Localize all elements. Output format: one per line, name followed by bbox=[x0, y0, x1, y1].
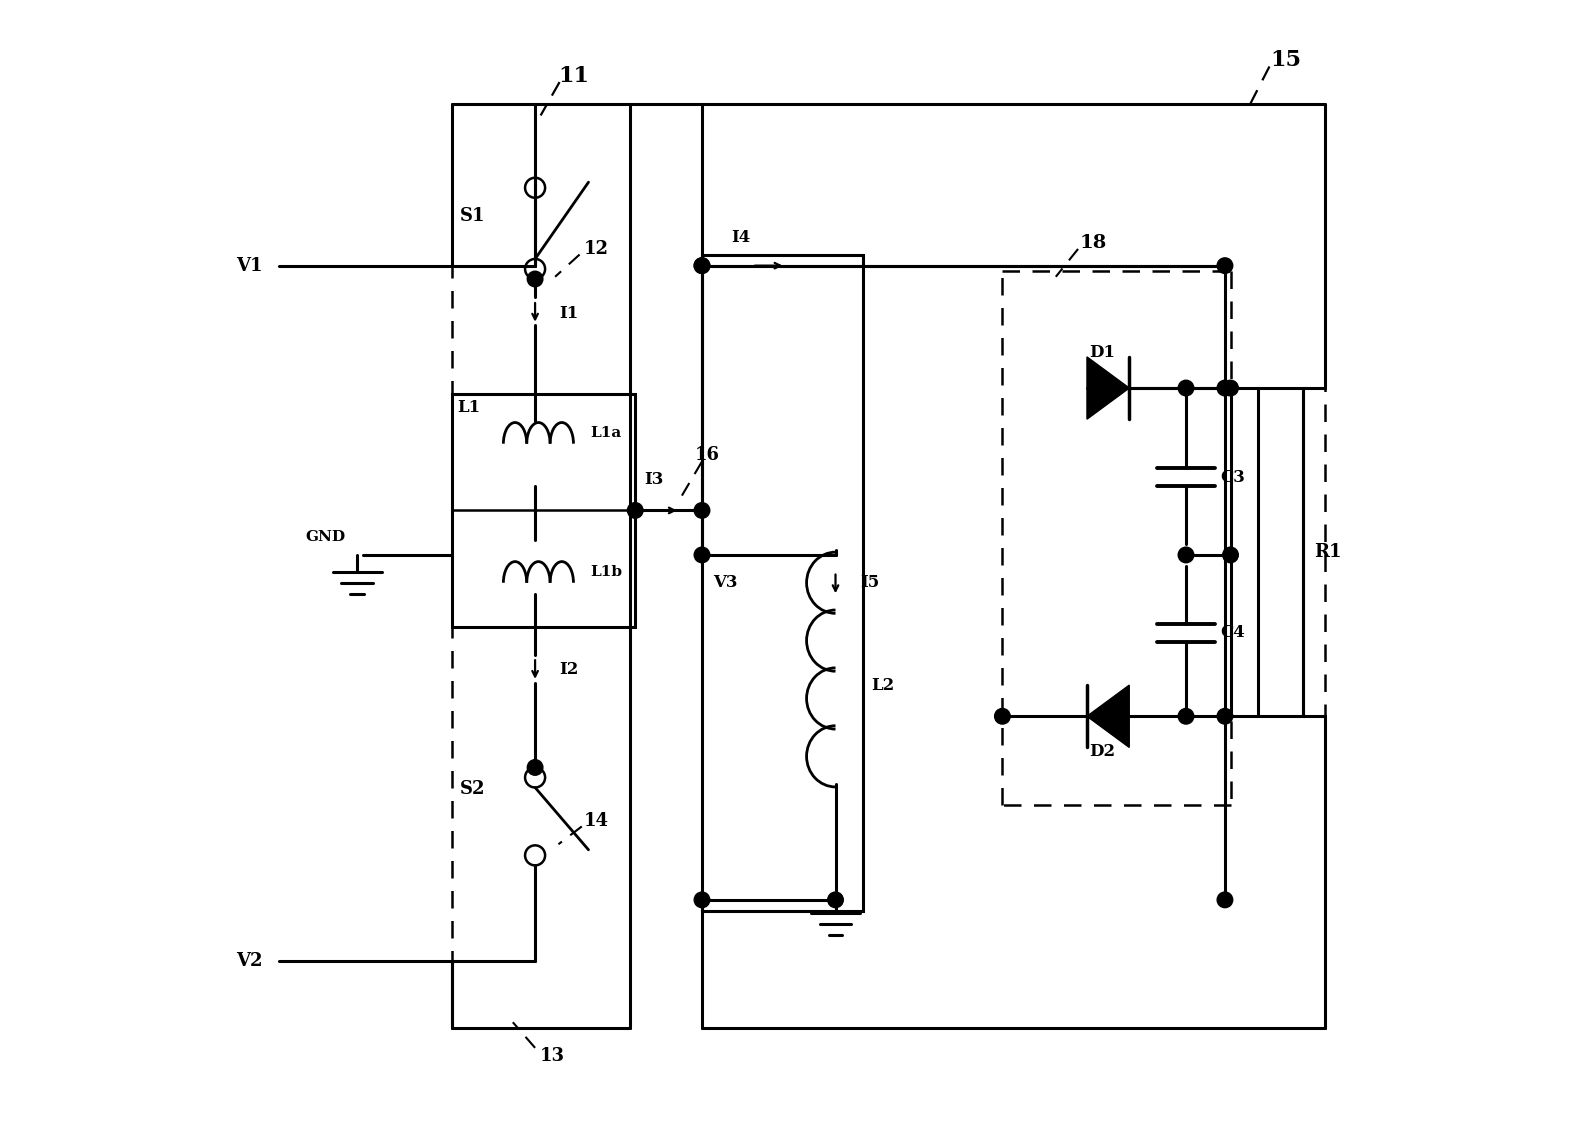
Text: I3: I3 bbox=[644, 471, 663, 488]
Circle shape bbox=[1223, 380, 1239, 396]
Text: GND: GND bbox=[305, 530, 346, 544]
Text: L1a: L1a bbox=[590, 426, 622, 439]
Text: 13: 13 bbox=[539, 1047, 565, 1065]
Circle shape bbox=[527, 760, 543, 776]
Text: I2: I2 bbox=[560, 661, 579, 678]
Text: L1b: L1b bbox=[590, 565, 623, 578]
Text: L2: L2 bbox=[872, 677, 894, 694]
Text: I5: I5 bbox=[861, 574, 880, 591]
Circle shape bbox=[1179, 547, 1194, 563]
Text: 14: 14 bbox=[584, 812, 609, 830]
Text: I1: I1 bbox=[560, 305, 579, 322]
Text: V1: V1 bbox=[236, 257, 263, 275]
Text: 11: 11 bbox=[558, 65, 590, 87]
Circle shape bbox=[694, 502, 710, 518]
Bar bbox=[1258, 388, 1304, 716]
Circle shape bbox=[995, 708, 1011, 724]
Text: S2: S2 bbox=[459, 779, 486, 798]
Circle shape bbox=[1217, 258, 1232, 274]
Text: I4: I4 bbox=[731, 230, 750, 247]
Circle shape bbox=[827, 892, 843, 908]
Circle shape bbox=[694, 892, 710, 908]
Bar bbox=[702, 254, 864, 911]
Text: R1: R1 bbox=[1315, 544, 1342, 562]
Text: 12: 12 bbox=[584, 240, 609, 258]
Circle shape bbox=[527, 271, 543, 287]
Polygon shape bbox=[1087, 356, 1130, 419]
Text: D1: D1 bbox=[1090, 344, 1115, 361]
Text: S1: S1 bbox=[459, 206, 486, 224]
Circle shape bbox=[694, 258, 710, 274]
Circle shape bbox=[1223, 547, 1239, 563]
Text: 16: 16 bbox=[694, 446, 720, 464]
Circle shape bbox=[1217, 708, 1232, 724]
Polygon shape bbox=[1087, 685, 1130, 748]
Text: D2: D2 bbox=[1090, 743, 1115, 760]
Text: C3: C3 bbox=[1220, 469, 1245, 485]
Circle shape bbox=[694, 547, 710, 563]
Text: V2: V2 bbox=[236, 952, 263, 970]
Text: 18: 18 bbox=[1081, 234, 1107, 252]
Text: L1: L1 bbox=[457, 399, 481, 416]
Circle shape bbox=[1179, 380, 1194, 396]
Bar bbox=[451, 393, 636, 628]
Circle shape bbox=[628, 502, 642, 518]
Circle shape bbox=[1179, 708, 1194, 724]
Circle shape bbox=[694, 258, 710, 274]
Circle shape bbox=[1217, 380, 1232, 396]
Text: V3: V3 bbox=[713, 574, 737, 591]
Text: C4: C4 bbox=[1220, 624, 1245, 641]
Circle shape bbox=[1217, 892, 1232, 908]
Text: 15: 15 bbox=[1270, 49, 1302, 71]
